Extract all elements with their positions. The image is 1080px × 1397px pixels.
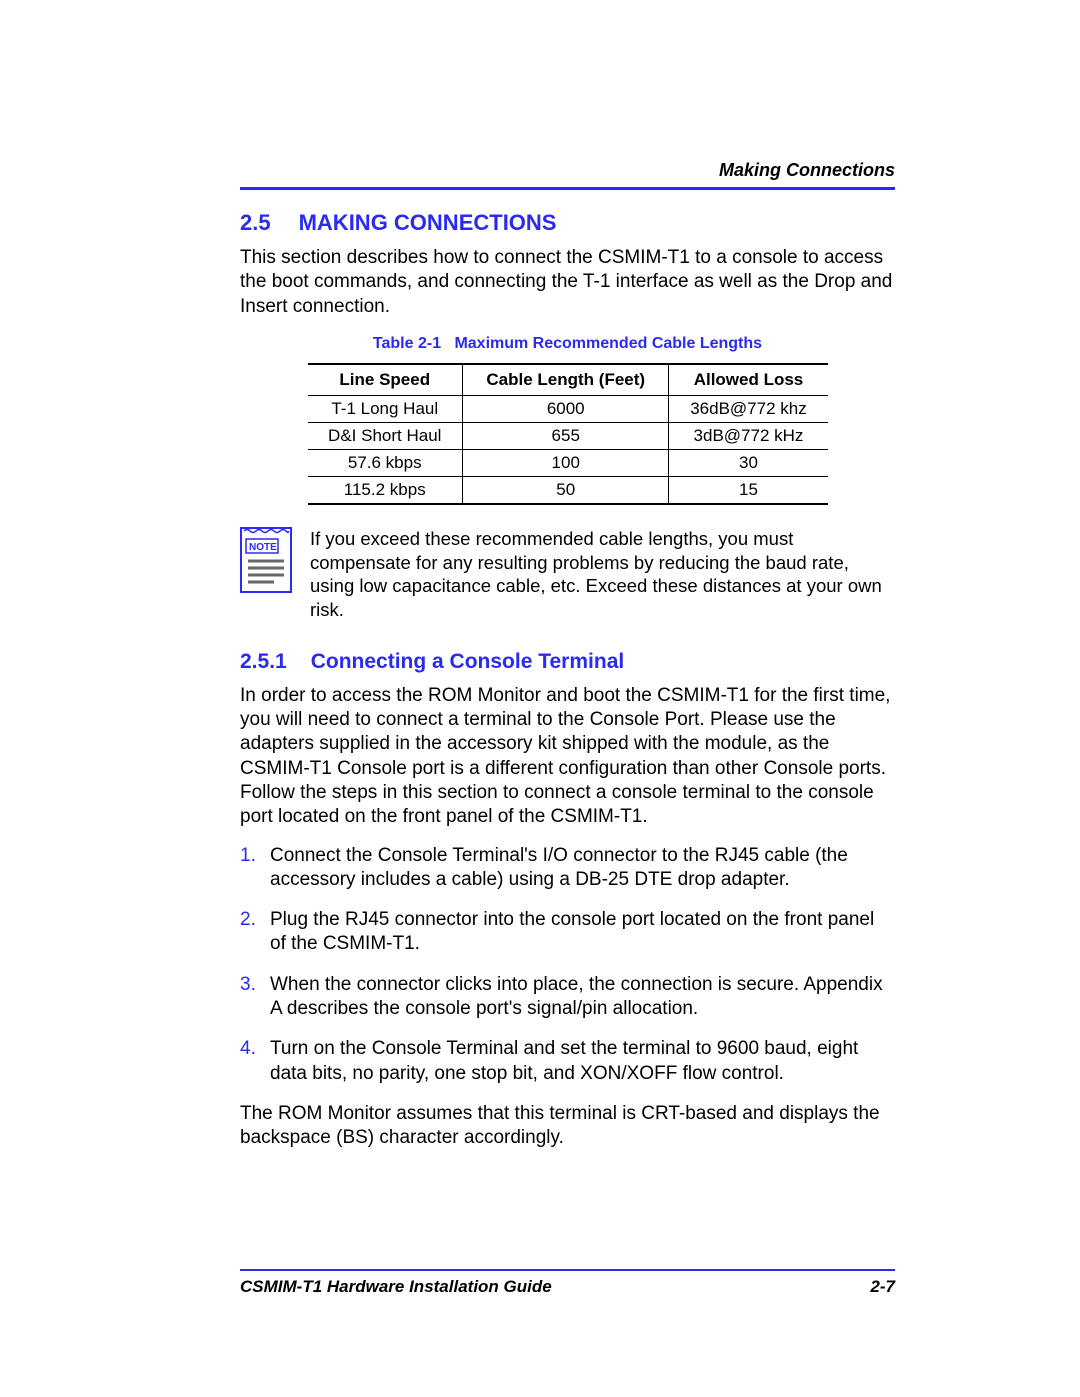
table-cell: T-1 Long Haul [308,395,463,422]
table-cell: 36dB@772 khz [669,395,828,422]
section-intro: This section describes how to connect th… [240,246,895,319]
page-footer: CSMIM-T1 Hardware Installation Guide 2-7 [240,1269,895,1297]
note-block: NOTE If you exceed these recommended cab… [240,527,895,622]
table-cell: 30 [669,449,828,476]
table-cell: 57.6 kbps [308,449,463,476]
col-header: Line Speed [308,364,463,396]
page-content: Making Connections 2.5 MAKING CONNECTIONS… [0,0,1080,1225]
list-item: Turn on the Console Terminal and set the… [240,1037,895,1086]
subsection-number: 2.5.1 [240,650,287,674]
steps-list: Connect the Console Terminal's I/O conne… [240,844,895,1087]
table-caption-title: Maximum Recommended Cable Lengths [454,335,762,352]
list-item: Connect the Console Terminal's I/O conne… [240,844,895,893]
footer-rule [240,1269,895,1271]
table-caption: Table 2-1 Maximum Recommended Cable Leng… [240,335,895,353]
section-heading: 2.5 MAKING CONNECTIONS [240,210,895,236]
table-cell: 3dB@772 kHz [669,422,828,449]
table-cell: 655 [463,422,669,449]
table-cell: 6000 [463,395,669,422]
subsection-heading: 2.5.1 Connecting a Console Terminal [240,650,895,674]
subsection-title: Connecting a Console Terminal [311,650,624,673]
footer-row: CSMIM-T1 Hardware Installation Guide 2-7 [240,1277,895,1297]
footer-doc-title: CSMIM-T1 Hardware Installation Guide [240,1277,552,1297]
table-row: T-1 Long Haul 6000 36dB@772 khz [308,395,828,422]
table-row: 57.6 kbps 100 30 [308,449,828,476]
note-text: If you exceed these recommended cable le… [310,527,895,622]
section-number: 2.5 [240,210,271,236]
header-rule [240,187,895,190]
footer-page-number: 2-7 [870,1277,895,1297]
running-header: Making Connections [240,160,895,181]
note-label: NOTE [249,542,277,553]
list-item: When the connector clicks into place, th… [240,973,895,1022]
table-cell: 15 [669,476,828,504]
subsection-closing: The ROM Monitor assumes that this termin… [240,1102,895,1151]
table-cell: D&I Short Haul [308,422,463,449]
table-row: 115.2 kbps 50 15 [308,476,828,504]
table-cell: 100 [463,449,669,476]
col-header: Allowed Loss [669,364,828,396]
table-header-row: Line Speed Cable Length (Feet) Allowed L… [308,364,828,396]
table-row: D&I Short Haul 655 3dB@772 kHz [308,422,828,449]
list-item: Plug the RJ45 connector into the console… [240,908,895,957]
col-header: Cable Length (Feet) [463,364,669,396]
cable-lengths-table: Line Speed Cable Length (Feet) Allowed L… [308,363,828,505]
note-icon: NOTE [240,527,292,593]
table-caption-prefix: Table 2-1 [373,335,441,352]
table-cell: 115.2 kbps [308,476,463,504]
page-header: Making Connections [240,160,895,190]
table-cell: 50 [463,476,669,504]
subsection-intro: In order to access the ROM Monitor and b… [240,684,895,830]
section-title: MAKING CONNECTIONS [299,210,557,235]
